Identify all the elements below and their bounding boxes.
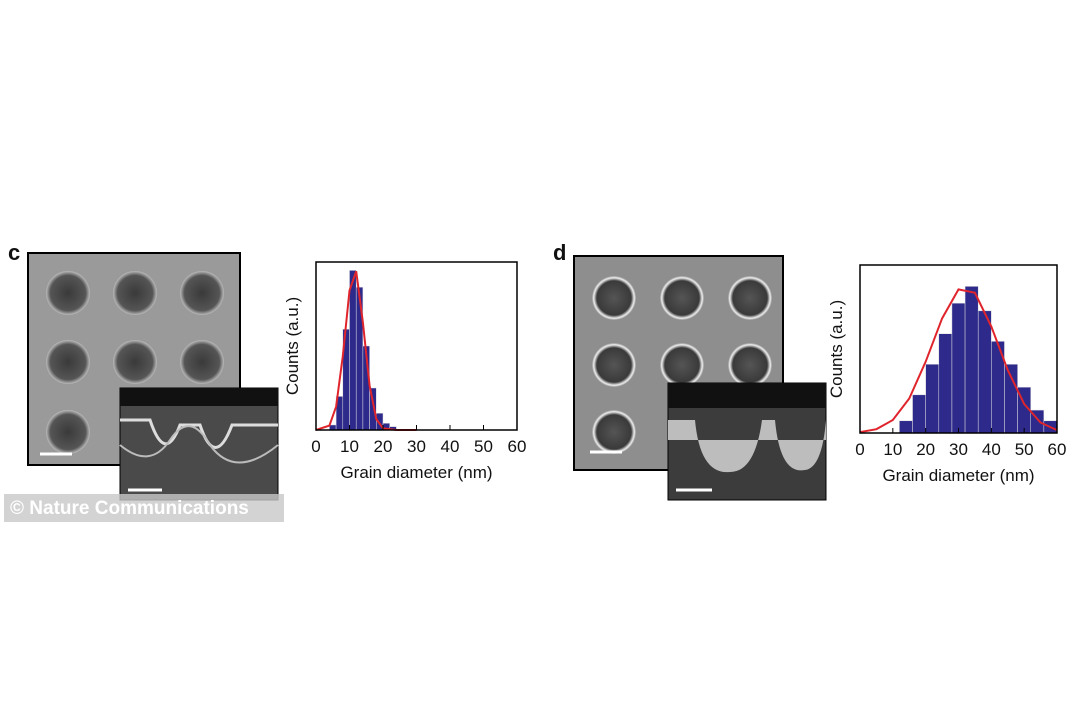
x-tick-label: 40 — [982, 440, 1001, 459]
bar — [349, 270, 357, 431]
sem-image-c — [27, 252, 279, 501]
x-tick-label: 10 — [883, 440, 902, 459]
bar — [912, 394, 926, 434]
x-tick-label: 30 — [407, 437, 426, 456]
y-axis-label: Counts (a.u.) — [827, 300, 846, 398]
bar — [964, 286, 979, 434]
x-tick-label: 50 — [474, 437, 493, 456]
bar — [977, 310, 992, 434]
x-tick-label: 10 — [340, 437, 359, 456]
x-tick-label: 50 — [1015, 440, 1034, 459]
sem-image-d — [573, 255, 827, 501]
y-axis-label: Counts (a.u.) — [283, 297, 302, 395]
x-tick-label: 60 — [508, 437, 527, 456]
x-tick-label: 0 — [311, 437, 320, 456]
x-tick-label: 0 — [855, 440, 864, 459]
bar — [899, 420, 913, 434]
panel-label: c — [8, 240, 20, 265]
watermark-bg — [4, 494, 284, 522]
x-tick-label: 20 — [916, 440, 935, 459]
fit-curve — [859, 288, 1058, 434]
panel-label: d — [553, 240, 566, 265]
x-tick-label: 30 — [949, 440, 968, 459]
x-tick-label: 20 — [374, 437, 393, 456]
x-axis-label: Grain diameter (nm) — [340, 463, 492, 482]
bar — [938, 333, 953, 434]
fit-curve — [315, 270, 417, 431]
watermark: © Nature Communications — [10, 498, 249, 519]
bar — [925, 364, 940, 434]
bar — [951, 302, 966, 434]
x-tick-label: 60 — [1048, 440, 1067, 459]
x-tick-label: 40 — [441, 437, 460, 456]
x-axis-label: Grain diameter (nm) — [882, 466, 1034, 485]
